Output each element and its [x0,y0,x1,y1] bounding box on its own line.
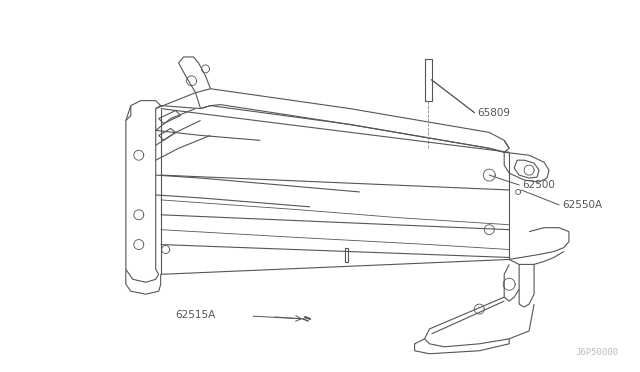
Text: 62550A: 62550A [562,200,602,210]
Text: 62500: 62500 [522,180,555,190]
Text: 65809: 65809 [477,108,510,118]
Text: J6P50000: J6P50000 [576,348,619,357]
Text: 62515A: 62515A [175,310,216,320]
